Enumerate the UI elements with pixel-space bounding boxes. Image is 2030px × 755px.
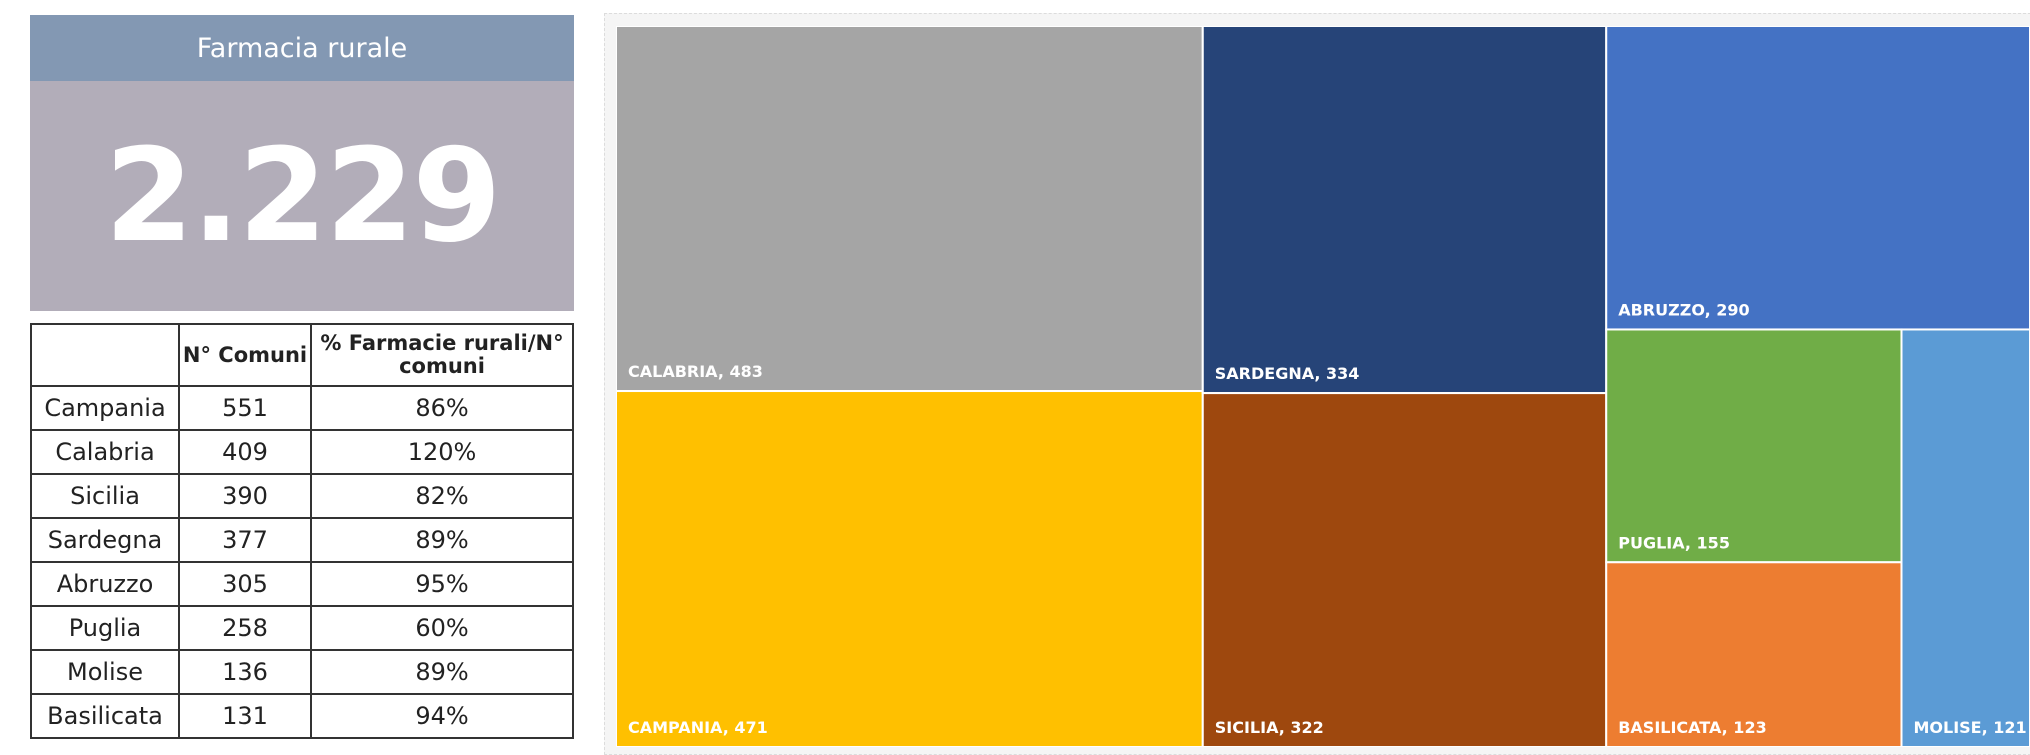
table-header-row: N° Comuni % Farmacie rurali/N° comuni — [30, 323, 574, 387]
table-header-comuni: N° Comuni — [178, 323, 312, 387]
table-cell-region: Campania — [30, 385, 180, 431]
treemap-tile-campania — [616, 390, 1204, 747]
table-row: Puglia 258 60% — [30, 605, 574, 651]
treemap-label-abruzzo: ABRUZZO, 290 — [1618, 300, 1749, 319]
table-cell-comuni: 258 — [178, 605, 312, 651]
table-cell-region: Calabria — [30, 429, 180, 475]
table-row: Basilicata 131 94% — [30, 693, 574, 739]
table-cell-comuni: 409 — [178, 429, 312, 475]
treemap-label-basilicata: BASILICATA, 123 — [1618, 718, 1766, 737]
treemap-chart: CALABRIA, 483 CAMPANIA, 471 SARDEGNA, 334 S… — [616, 26, 2030, 747]
table-cell-region: Basilicata — [30, 693, 180, 739]
table-cell-pct: 89% — [310, 649, 574, 695]
kpi-card: Farmacia rurale 2.229 — [30, 15, 574, 311]
kpi-value: 2.229 — [30, 81, 574, 311]
treemap-label-sicilia: SICILIA, 322 — [1215, 718, 1324, 737]
treemap-label-puglia: PUGLIA, 155 — [1618, 533, 1730, 552]
table-cell-pct: 95% — [310, 561, 574, 607]
table-cell-pct: 60% — [310, 605, 574, 651]
table-cell-pct: 86% — [310, 385, 574, 431]
table-cell-pct: 89% — [310, 517, 574, 563]
table-cell-region: Sicilia — [30, 473, 180, 519]
table-cell-comuni: 136 — [178, 649, 312, 695]
table-row: Sardegna 377 89% — [30, 517, 574, 563]
treemap-tile-basilicata — [1605, 561, 1903, 747]
table-cell-comuni: 131 — [178, 693, 312, 739]
table-cell-region: Abruzzo — [30, 561, 180, 607]
treemap-tile-molise — [1900, 328, 2030, 747]
treemap-tile-puglia — [1605, 328, 1903, 564]
table-header-pct: % Farmacie rurali/N° comuni — [310, 323, 574, 387]
table-cell-comuni: 305 — [178, 561, 312, 607]
table-cell-region: Puglia — [30, 605, 180, 651]
table-cell-region: Molise — [30, 649, 180, 695]
treemap-tile-abruzzo — [1605, 26, 2030, 331]
treemap-tile-sardegna — [1201, 26, 1608, 395]
table-row: Molise 136 89% — [30, 649, 574, 695]
table-row: Calabria 409 120% — [30, 429, 574, 475]
region-table: N° Comuni % Farmacie rurali/N° comuni Ca… — [30, 323, 574, 739]
treemap-tile-sicilia — [1201, 392, 1608, 747]
table-cell-pct: 120% — [310, 429, 574, 475]
table-row: Abruzzo 305 95% — [30, 561, 574, 607]
table-row: Sicilia 390 82% — [30, 473, 574, 519]
table-cell-comuni: 551 — [178, 385, 312, 431]
table-cell-pct: 94% — [310, 693, 574, 739]
table-cell-region: Sardegna — [30, 517, 180, 563]
table-header-region — [30, 323, 180, 387]
treemap-tile-calabria — [616, 26, 1204, 393]
treemap-label-sardegna: SARDEGNA, 334 — [1215, 364, 1360, 383]
table-row: Campania 551 86% — [30, 385, 574, 431]
treemap-label-molise: MOLISE, 121 — [1913, 718, 2026, 737]
table-cell-comuni: 377 — [178, 517, 312, 563]
table-cell-pct: 82% — [310, 473, 574, 519]
treemap-label-calabria: CALABRIA, 483 — [628, 362, 763, 381]
kpi-title: Farmacia rurale — [30, 15, 574, 81]
treemap-label-campania: CAMPANIA, 471 — [628, 718, 768, 737]
table-cell-comuni: 390 — [178, 473, 312, 519]
